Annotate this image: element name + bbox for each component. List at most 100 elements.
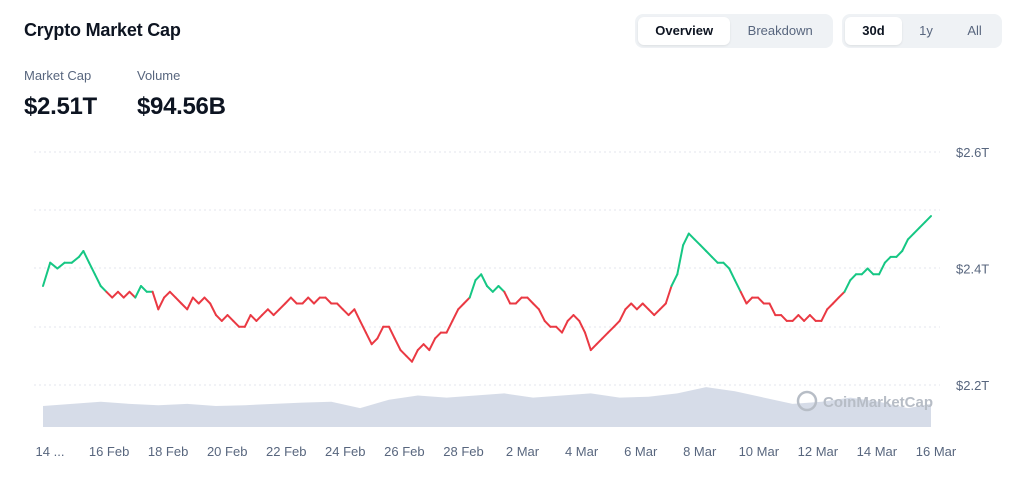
market-cap-line-segment [215, 314, 223, 322]
volume-stat: Volume $94.56B [137, 68, 226, 121]
tab-overview[interactable]: Overview [638, 17, 731, 45]
market-cap-line-segment [49, 261, 59, 270]
range-all-button[interactable]: All [967, 23, 982, 38]
market-cap-line-segment [82, 250, 91, 264]
market-cap-line-segment [901, 238, 909, 252]
market-cap-line-segment [359, 319, 367, 334]
range-1y-button[interactable]: 1y [919, 23, 933, 38]
market-cap-line-segment [301, 296, 310, 305]
market-cap-line-segment [468, 279, 477, 299]
market-cap-line-segment [289, 296, 298, 305]
coinmarketcap-watermark: CoinMarketCap [796, 390, 933, 412]
range-toggle: 30d 1y All [842, 14, 1002, 48]
market-cap-line-segment [336, 302, 344, 311]
tab-breakdown[interactable]: Breakdown [747, 23, 813, 38]
market-cap-line-segment [364, 331, 373, 346]
market-cap-line-segment [860, 267, 869, 276]
market-cap-line-segment [808, 314, 817, 322]
range-30d-button[interactable]: 30d [845, 17, 902, 45]
market-cap-line-segment [705, 250, 713, 258]
market-cap-line-segment [543, 319, 552, 328]
market-cap-line-segment [261, 308, 269, 317]
market-cap-line-segment [780, 314, 788, 322]
market-cap-line-segment [157, 296, 166, 311]
market-cap-label: Market Cap [24, 68, 92, 83]
market-cap-line-segment [635, 302, 644, 311]
x-tick-label: 2 Mar [506, 444, 540, 459]
market-cap-line-segment [353, 308, 362, 322]
market-cap-line-segment [416, 343, 425, 352]
x-tick-label: 20 Feb [207, 444, 247, 459]
market-cap-line-segment [768, 302, 777, 317]
market-cap-line-segment [883, 255, 892, 264]
market-cap-line-segment [832, 296, 840, 305]
y-tick-label: $2.6T [956, 145, 989, 160]
market-cap-line-segment [514, 296, 523, 305]
market-cap-line-segment [405, 354, 413, 363]
market-cap-line-segment [272, 308, 281, 317]
market-cap-line-segment [676, 244, 685, 276]
x-tick-label: 12 Mar [798, 444, 839, 459]
market-cap-line-segment [607, 325, 615, 334]
market-cap-line-segment [422, 343, 431, 352]
market-cap-line-segment [641, 302, 650, 311]
market-cap-line-segment [140, 285, 148, 293]
x-tick-label: 8 Mar [683, 444, 717, 459]
page-title: Crypto Market Cap [24, 20, 181, 40]
x-tick-label: 24 Feb [325, 444, 365, 459]
market-cap-line-segment [843, 279, 852, 293]
market-cap-line-segment [739, 290, 748, 305]
market-cap-line-segment [278, 302, 287, 311]
market-cap-line-segment [428, 337, 437, 352]
market-cap-line-segment [341, 308, 350, 317]
watermark-text: CoinMarketCap [823, 394, 933, 411]
market-cap-line-segment [186, 296, 194, 311]
market-cap-line-segment [255, 314, 264, 322]
market-cap-line-segment [491, 285, 500, 293]
market-cap-line-segment [595, 337, 604, 346]
market-cap-line-segment [682, 232, 690, 247]
market-cap-line-segment [578, 319, 586, 334]
market-cap-line-segment [151, 290, 160, 311]
market-cap-value: $2.51T [24, 93, 97, 120]
market-cap-line-segment [266, 308, 275, 317]
market-cap-line-segment [589, 343, 598, 352]
market-cap-line-segment [197, 296, 206, 305]
market-cap-line-segment [566, 314, 575, 322]
market-cap-line-segment [710, 255, 719, 264]
market-cap-line-segment [411, 349, 419, 363]
x-tick-label: 26 Feb [384, 444, 424, 459]
market-cap-line-segment [117, 290, 125, 299]
market-cap-line-segment [826, 302, 834, 311]
market-cap-line-segment [537, 308, 546, 322]
market-cap-line-segment [284, 296, 292, 305]
volume-label: Volume [137, 68, 181, 83]
market-cap-line-segment [647, 308, 656, 317]
market-cap-line-segment [687, 232, 696, 241]
view-toggle: Overview Breakdown [635, 14, 833, 48]
market-cap-line-segment [399, 349, 408, 357]
market-cap-line-segment [445, 319, 454, 334]
market-cap-line-segment [803, 314, 811, 322]
market-cap-line-segment [56, 261, 66, 270]
market-cap-line-segment [457, 302, 465, 311]
market-cap-line-segment [93, 273, 102, 287]
market-cap-line-segment [307, 296, 315, 305]
market-cap-line-segment [220, 314, 229, 322]
market-cap-line-segment [451, 308, 460, 322]
market-cap-line-segment [486, 285, 494, 293]
coinmarketcap-logo-icon [796, 390, 818, 412]
market-cap-line-segment [728, 267, 736, 282]
market-cap-line-segment [388, 325, 396, 340]
market-cap-line-segment [480, 273, 488, 287]
market-cap-line-segment [878, 261, 886, 276]
market-cap-line-segment [797, 314, 806, 322]
market-cap-line-segment [503, 290, 512, 305]
market-cap-line-segment [70, 255, 80, 264]
x-tick-label: 4 Mar [565, 444, 599, 459]
market-cap-line-segment [757, 296, 765, 305]
market-cap-line-segment [555, 325, 563, 334]
market-cap-line-segment [924, 215, 932, 223]
market-cap-line-segment [163, 290, 171, 299]
